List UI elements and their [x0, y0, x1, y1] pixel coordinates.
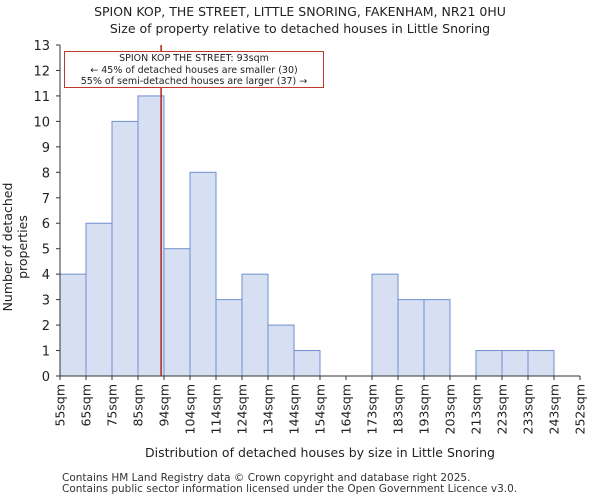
x-tick-label: 223sqm [495, 384, 510, 434]
bar-223sqm [501, 350, 529, 377]
y-tick-label: 8 [42, 166, 50, 181]
x-tick-label: 75sqm [105, 384, 120, 427]
x-tick-label: 173sqm [365, 384, 380, 434]
y-tick-label: 0 [42, 370, 50, 385]
x-tick-label: 233sqm [521, 384, 536, 434]
y-tick-label: 13 [33, 39, 50, 54]
x-axis-label: Distribution of detached houses by size … [145, 445, 495, 460]
bar-134sqm [267, 324, 295, 377]
x-tick-label: 134sqm [261, 384, 276, 434]
x-tick-label: 94sqm [157, 384, 172, 427]
x-tick-label: 144sqm [287, 384, 302, 434]
y-tick-label: 9 [42, 141, 50, 156]
annotation-line-1: SPION KOP THE STREET: 93sqm [119, 53, 269, 64]
bar-124sqm [241, 273, 269, 377]
y-tick-label: 12 [33, 64, 50, 79]
bar-94sqm [163, 248, 191, 377]
x-tick-label: 193sqm [417, 384, 432, 434]
annotation-line-2: ← 45% of detached houses are smaller (30… [90, 64, 298, 76]
y-tick-label: 4 [42, 268, 50, 283]
bar-233sqm [527, 350, 555, 377]
bar-114sqm [215, 299, 243, 377]
bar-104sqm [189, 171, 217, 377]
x-tick-label: 252sqm [573, 384, 588, 434]
y-tick-label: 10 [33, 115, 50, 130]
chart-title: SPION KOP, THE STREET, LITTLE SNORING, F… [94, 4, 506, 19]
x-tick-label: 203sqm [443, 384, 458, 434]
bar-85sqm [137, 95, 165, 377]
y-axis-label: Number of detached properties [0, 182, 30, 312]
x-tick-label: 154sqm [313, 384, 328, 434]
x-tick-label: 85sqm [131, 384, 146, 427]
footer-line-2: Contains public sector information licen… [62, 483, 518, 495]
bar-55sqm [59, 273, 87, 377]
x-tick-label: 124sqm [235, 384, 250, 434]
y-tick-label: 5 [42, 243, 50, 258]
x-tick-label: 213sqm [469, 384, 484, 434]
footer-line-1: Contains HM Land Registry data © Crown c… [62, 472, 471, 484]
x-tick-label: 104sqm [183, 384, 198, 434]
y-tick-label: 6 [42, 217, 50, 232]
bar-213sqm [475, 350, 503, 377]
y-tick-label: 11 [33, 90, 50, 105]
bar-193sqm [423, 299, 451, 377]
y-tick-label: 1 [42, 345, 50, 360]
bar-75sqm [111, 120, 139, 377]
bar-144sqm [293, 350, 321, 377]
y-tick-label: 7 [42, 192, 50, 207]
annotation-box: SPION KOP THE STREET: 93sqm ← 45% of det… [64, 51, 324, 88]
x-tick-label: 65sqm [79, 384, 94, 427]
bar-65sqm [85, 222, 113, 377]
y-tick-label: 3 [42, 294, 50, 309]
x-tick-label: 183sqm [391, 384, 406, 434]
annotation-line-3: 55% of semi-detached houses are larger (… [80, 76, 308, 87]
x-tick-label: 114sqm [209, 384, 224, 434]
x-tick-label: 164sqm [339, 384, 354, 434]
x-tick-label: 243sqm [547, 384, 562, 434]
x-tick-label: 55sqm [53, 384, 68, 427]
bar-183sqm [397, 299, 425, 377]
bar-173sqm [371, 273, 399, 377]
y-tick-label: 2 [42, 319, 50, 334]
chart-subtitle: Size of property relative to detached ho… [109, 21, 491, 36]
